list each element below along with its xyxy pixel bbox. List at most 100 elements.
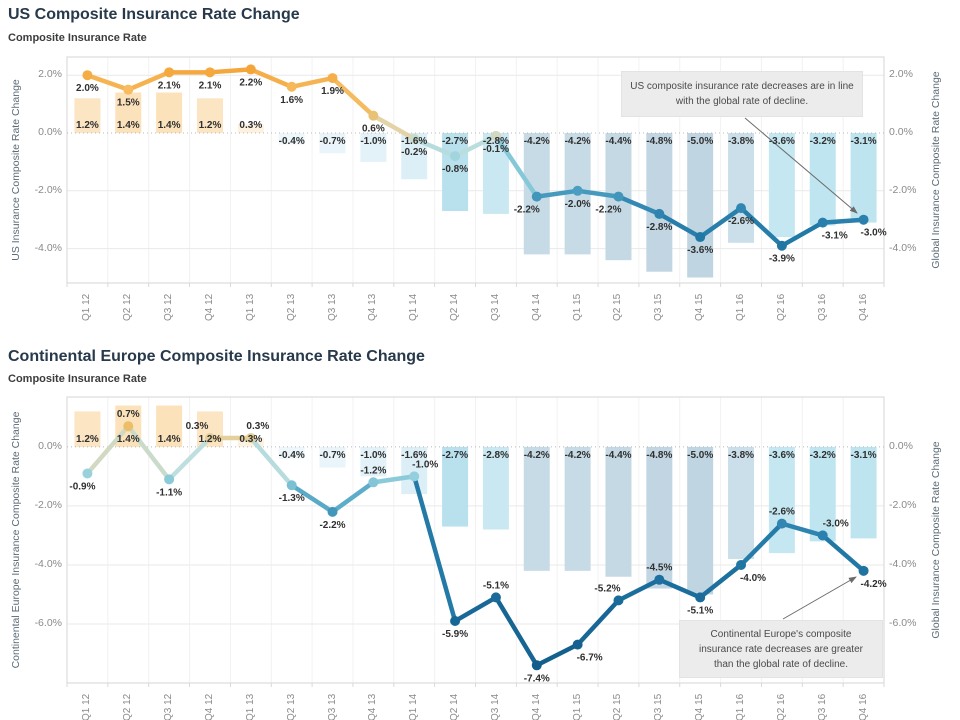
line-point[interactable] (164, 67, 175, 78)
bar-label: -1.0% (360, 136, 386, 147)
line-point[interactable] (613, 595, 624, 606)
bar-label: -2.8% (483, 450, 509, 461)
line-point[interactable] (450, 151, 461, 162)
line-point[interactable] (245, 433, 256, 444)
bar-label: -1.0% (360, 450, 386, 461)
line-point[interactable] (368, 110, 379, 121)
line-point[interactable] (327, 506, 338, 517)
bar-label: -0.4% (279, 450, 305, 461)
line-point[interactable] (776, 518, 787, 529)
line-segment (534, 642, 580, 668)
bar-mark[interactable] (278, 133, 305, 145)
line-point[interactable] (817, 217, 828, 228)
line-segment (493, 133, 540, 199)
bar-label: 1.4% (158, 120, 181, 131)
bar-mark[interactable] (319, 133, 346, 154)
line-point[interactable] (736, 203, 747, 214)
line-point[interactable] (572, 639, 583, 650)
line-point[interactable] (695, 592, 706, 603)
line-label: -5.2% (594, 583, 620, 594)
line-point[interactable] (450, 616, 461, 627)
line-label: 2.0% (76, 83, 99, 94)
bar-mark[interactable] (646, 133, 673, 272)
line-label: -2.2% (595, 205, 621, 216)
bar-mark[interactable] (156, 405, 183, 447)
bar-mark[interactable] (809, 446, 836, 542)
line-point[interactable] (490, 130, 501, 141)
bar-mark[interactable] (74, 411, 101, 447)
line-point[interactable] (572, 185, 583, 196)
bar-label: 1.2% (199, 120, 222, 131)
bar-mark[interactable] (360, 133, 387, 162)
line-point[interactable] (82, 70, 93, 81)
bar-label: -4.4% (605, 450, 631, 461)
x-axis-tick-label: Q3 12 (163, 693, 175, 720)
x-axis-tick-label: Q3 14 (489, 293, 501, 321)
line-segment (85, 72, 131, 92)
bar-mark[interactable] (115, 92, 142, 134)
bar-mark[interactable] (564, 446, 591, 571)
x-axis-tick-label: Q2 15 (612, 293, 624, 321)
bar-mark[interactable] (523, 446, 550, 571)
bar-mark[interactable] (237, 124, 264, 134)
line-point[interactable] (817, 530, 828, 541)
bar-mark[interactable] (728, 133, 755, 243)
bar-mark[interactable] (728, 446, 755, 560)
bar-mark[interactable] (768, 446, 795, 554)
bar-mark[interactable] (850, 446, 877, 539)
line-point[interactable] (123, 84, 134, 95)
bar-mark[interactable] (809, 133, 836, 226)
bar-mark[interactable] (768, 133, 795, 238)
line-point[interactable] (858, 565, 869, 576)
bar-mark[interactable] (605, 446, 632, 577)
line-segment (657, 211, 703, 240)
line-point[interactable] (164, 474, 175, 485)
line-point[interactable] (123, 421, 134, 432)
line-point[interactable] (736, 559, 747, 570)
line-point[interactable] (82, 468, 93, 479)
line-point[interactable] (490, 592, 501, 603)
line-point[interactable] (858, 214, 869, 225)
bar-mark[interactable] (156, 92, 183, 134)
bar-mark[interactable] (319, 446, 346, 468)
line-point[interactable] (245, 64, 256, 75)
bar-mark[interactable] (74, 98, 101, 134)
line-label: -2.0% (565, 199, 591, 210)
line-point[interactable] (654, 208, 665, 219)
bar-label: 1.2% (76, 434, 99, 445)
bar-mark[interactable] (401, 446, 428, 495)
line-point[interactable] (204, 67, 215, 78)
line-point[interactable] (654, 574, 665, 585)
line-point[interactable] (327, 73, 338, 84)
bar-mark[interactable] (360, 446, 387, 477)
line-point[interactable] (286, 480, 297, 491)
line-point[interactable] (613, 191, 624, 202)
line-segment (820, 217, 866, 225)
line-point[interactable] (286, 81, 297, 92)
bar-mark[interactable] (196, 98, 223, 134)
bar-mark[interactable] (687, 133, 714, 278)
y-axis-tick-label-right: -2.0% (889, 183, 917, 196)
bar-label: -0.7% (319, 136, 345, 147)
line-point[interactable] (776, 240, 787, 251)
chart2-title: Continental Europe Composite Insurance R… (8, 348, 425, 365)
line-point[interactable] (409, 471, 420, 482)
line-label: -6.7% (577, 653, 603, 664)
line-point[interactable] (204, 433, 215, 444)
line-point[interactable] (695, 232, 706, 243)
y-axis-tick-label-left: -2.0% (34, 498, 62, 511)
line-label: -2.6% (769, 507, 795, 518)
x-axis-tick-label: Q3 13 (326, 693, 338, 720)
bar-mark[interactable] (687, 446, 714, 595)
line-point[interactable] (531, 191, 542, 202)
bar-mark[interactable] (646, 446, 673, 589)
line-point[interactable] (368, 477, 379, 488)
line-point[interactable] (531, 660, 542, 671)
bar-mark[interactable] (442, 133, 469, 212)
line-point[interactable] (409, 133, 420, 144)
bar-mark[interactable] (278, 446, 305, 459)
bar-mark[interactable] (482, 446, 509, 530)
bar-mark[interactable] (442, 446, 469, 527)
line-label: -0.8% (442, 164, 468, 175)
